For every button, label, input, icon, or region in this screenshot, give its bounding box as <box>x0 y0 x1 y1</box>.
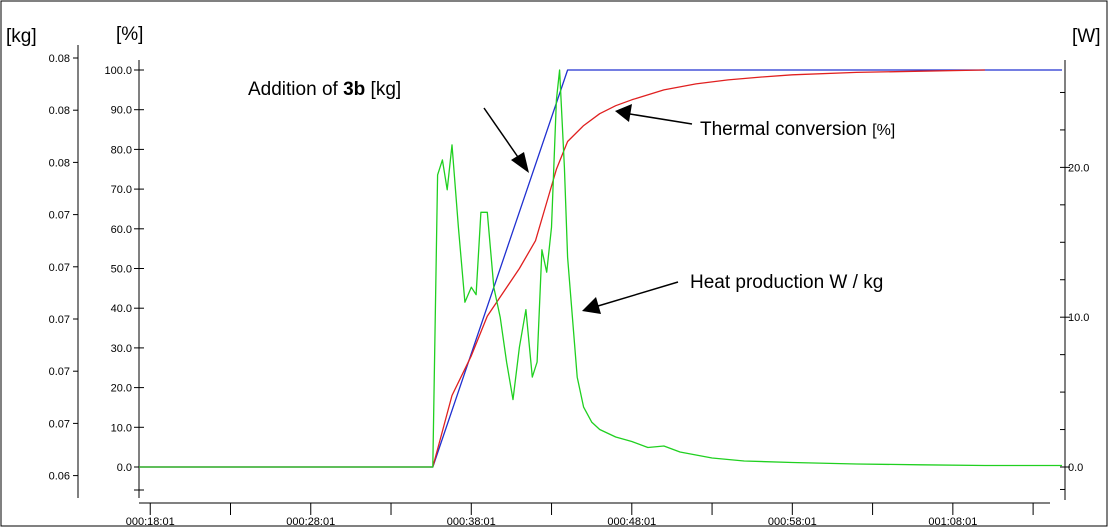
heat-arrowhead <box>582 297 601 314</box>
percent-tick-label: 30.0 <box>111 343 132 355</box>
thermal-annotation: Thermal conversion [%] <box>700 119 895 140</box>
kg-unit-label: [kg] <box>6 26 37 47</box>
series-layer <box>139 69 1062 468</box>
watt-ticks: 20.0 10.0 0.0 <box>1060 91 1089 490</box>
percent-unit-label: [%] <box>116 24 143 45</box>
percent-tick-label: 100.0 <box>104 65 132 77</box>
percent-tick-label: 70.0 <box>111 184 132 196</box>
watt-tick-label: 10.0 <box>1068 312 1089 324</box>
thermal-label: Thermal conversion <box>700 119 872 140</box>
thermal-arrowhead <box>615 104 632 122</box>
kg-tick-label: 0.07 <box>49 366 70 378</box>
addition-annotation: Addition of 3b [kg] <box>248 79 401 100</box>
kg-tick-label: 0.08 <box>49 157 70 169</box>
percent-tick-label: 0.0 <box>117 462 132 474</box>
watt-tick-label: 20.0 <box>1068 162 1089 174</box>
percent-tick-label: 80.0 <box>111 144 132 156</box>
time-ticks: 000:18:01 000:28:01 000:38:01 000:48:01 000:… <box>126 503 1034 528</box>
percent-tick-label: 60.0 <box>111 224 132 236</box>
thermal-arrow-line <box>629 113 693 125</box>
addition-bold: 3b <box>343 79 365 100</box>
kg-ticks: 0.08 0.08 0.08 0.07 0.07 0.07 0.07 0.07 0.06 <box>49 53 78 483</box>
time-tick-label: 000:18:01 <box>126 516 175 527</box>
addition-prefix: Addition of <box>248 79 343 100</box>
heat-series-line <box>139 69 1062 468</box>
addition-suffix: [kg] <box>365 79 401 100</box>
arrows <box>483 104 693 314</box>
thermal-series-line <box>139 69 985 468</box>
thermal-unit: [%] <box>872 122 895 139</box>
kg-tick-label: 0.06 <box>49 471 70 483</box>
addition-arrowhead <box>511 152 529 173</box>
percent-tick-label: 40.0 <box>111 303 132 315</box>
time-tick-label: 000:38:01 <box>447 516 496 527</box>
time-tick-label: 001:08:01 <box>928 516 977 527</box>
addition-series-line <box>139 69 1062 468</box>
watt-tick-label: 0.0 <box>1068 462 1083 474</box>
heat-annotation: Heat production W / kg <box>690 272 883 293</box>
kg-tick-label: 0.07 <box>49 418 70 430</box>
percent-tick-label: 20.0 <box>111 383 132 395</box>
kg-tick-label: 0.08 <box>49 53 70 65</box>
time-tick-label: 000:28:01 <box>286 516 335 527</box>
kg-tick-label: 0.07 <box>49 262 70 274</box>
percent-tick-label: 90.0 <box>111 105 132 117</box>
kg-tick-label: 0.07 <box>49 210 70 222</box>
percent-ticks: 100.0 90.0 80.0 70.0 60.0 50.0 40.0 30.0 20.0 10.… <box>104 65 144 491</box>
heat-arrow-line <box>597 281 679 307</box>
percent-tick-label: 10.0 <box>111 422 132 434</box>
time-tick-label: 000:58:01 <box>768 516 817 527</box>
addition-arrow-line <box>483 107 521 161</box>
kg-tick-label: 0.07 <box>49 314 70 326</box>
percent-tick-label: 50.0 <box>111 264 132 276</box>
kg-tick-label: 0.08 <box>49 105 70 117</box>
time-tick-label: 000:48:01 <box>607 516 656 527</box>
watt-unit-label: [W] <box>1072 26 1101 47</box>
